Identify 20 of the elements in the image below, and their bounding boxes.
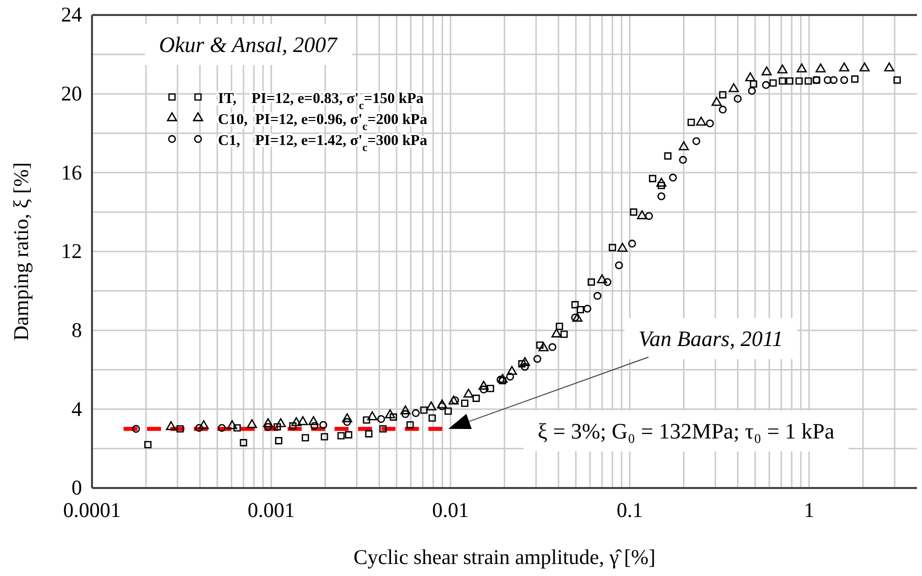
annotation: ξ = 3%; G₀ = 132MPa; τ₀ = 1 kPa — [538, 418, 835, 444]
y-tick-label: 8 — [72, 318, 82, 342]
y-tick-label: 12 — [61, 239, 82, 264]
x-tick-label: 0.1 — [616, 498, 643, 522]
y-tick-label: 4 — [72, 396, 82, 421]
x-tick-label: 1 — [804, 498, 814, 522]
x-axis-title: Cyclic shear strain amplitude, γ̂ [%] — [353, 545, 656, 569]
x-tick-label: 0.001 — [248, 498, 295, 522]
y-tick-label: 0 — [72, 476, 82, 500]
legend-label: IT, PI=12, e=0.83, σ'$_{c}$=150 kPa — [218, 91, 424, 112]
y-axis-title: Damping ratio, ξ [%] — [9, 162, 33, 341]
y-tick-label: 20 — [61, 82, 82, 106]
annotation: Van Baars, 2011 — [638, 326, 783, 352]
annotation: Okur & Ansal, 2007 — [159, 32, 338, 57]
legend-label: C1, PI=12, e=1.42, σ'$_{c}$=300 kPa — [218, 133, 428, 154]
x-tick-label: 0.01 — [432, 498, 469, 522]
x-tick-label: 0.0001 — [63, 498, 121, 522]
y-tick-label: 24 — [61, 2, 82, 27]
y-tick-label: 16 — [61, 160, 82, 184]
legend-label: C10, PI=12, e=0.96, σ'$_{c}$=200 kPa — [218, 112, 428, 133]
